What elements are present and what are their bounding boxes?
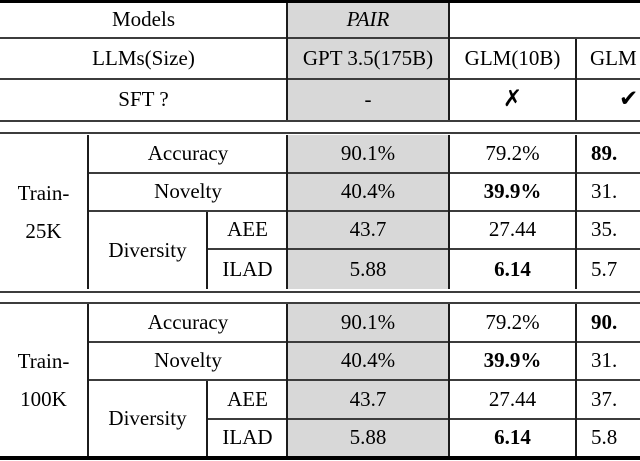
sft-header-label: SFT ? xyxy=(118,87,169,112)
value-pair-novelty: 40.4% xyxy=(340,348,396,373)
models-header-label: Models xyxy=(112,7,175,32)
vsep-s1-gray-left xyxy=(286,135,288,289)
rule-double2-a xyxy=(0,291,640,293)
value-glm10b-aee: 27.44 xyxy=(488,217,537,242)
cell-bg-s1r0 xyxy=(288,135,448,172)
model-name-pair: PAIR xyxy=(346,7,390,32)
value-pair-aee: 43.7 xyxy=(349,217,387,242)
value-glmcut-aee: 35. xyxy=(591,217,618,242)
rule-s2-aee-ilad xyxy=(206,418,640,420)
rule-s1-aee-ilad xyxy=(206,248,640,250)
vsep-s1-group xyxy=(87,135,89,289)
group-label-train25k: Train- 25K xyxy=(0,135,87,289)
rule-double1-b xyxy=(0,132,640,134)
rule-s2-nov-div xyxy=(88,379,640,381)
submetric-aee: AEE xyxy=(227,386,268,411)
value-glm10b-aee: 27.44 xyxy=(488,386,537,411)
check-icon: ✔ xyxy=(619,86,639,113)
llm-glm-cut: GLM xyxy=(590,45,637,70)
llms-header-label: LLMs(Size) xyxy=(92,45,195,70)
group-line2: 100K xyxy=(20,387,67,411)
value-glm10b-ilad: 6.14 xyxy=(494,256,531,281)
value-glmcut-accuracy: 89. xyxy=(591,140,618,165)
vsep-header-gray-right xyxy=(448,3,450,120)
value-glm10b-ilad: 6.14 xyxy=(494,425,531,450)
value-glmcut-ilad: 5.7 xyxy=(591,256,618,281)
value-pair-ilad: 5.88 xyxy=(349,256,387,281)
rule-s2-acc-nov xyxy=(88,341,640,343)
value-glmcut-novelty: 31. xyxy=(591,179,618,204)
metric-diversity: Diversity xyxy=(108,405,187,430)
rule-double2-b xyxy=(0,302,640,304)
metric-novelty: Novelty xyxy=(154,179,222,204)
value-pair-accuracy: 90.1% xyxy=(340,309,396,334)
submetric-aee: AEE xyxy=(227,217,268,242)
cell-bg-s2r3 xyxy=(288,420,448,456)
value-glmcut-ilad: 5.8 xyxy=(591,425,618,450)
llm-gpt35: GPT 3.5(175B) xyxy=(302,45,434,70)
vsep-header-gray-left xyxy=(286,3,288,120)
cell-bg-s1r1 xyxy=(288,174,448,210)
rule-double1-a xyxy=(0,120,640,122)
metric-diversity: Diversity xyxy=(108,237,187,262)
vsep-s1-diversity xyxy=(206,212,208,289)
value-glm10b-accuracy: 79.2% xyxy=(485,140,540,165)
rule-bottom xyxy=(0,456,640,460)
value-glm10b-novelty: 39.9% xyxy=(483,179,542,204)
sft-dash: - xyxy=(364,87,372,112)
vsep-s2-gray-left xyxy=(286,304,288,456)
vsep-s2-group xyxy=(87,304,89,456)
cell-bg-s1r3 xyxy=(288,250,448,289)
cell-bg-llms xyxy=(288,39,448,78)
group-label-train100k: Train- 100K xyxy=(0,304,87,456)
value-glmcut-novelty: 31. xyxy=(591,348,618,373)
vsep-s1-glm xyxy=(575,135,577,289)
metric-novelty: Novelty xyxy=(154,348,222,373)
vsep-s2-gray-right xyxy=(448,304,450,456)
metric-accuracy: Accuracy xyxy=(147,309,229,334)
cell-bg-s2r2 xyxy=(288,381,448,418)
value-glm10b-novelty: 39.9% xyxy=(483,348,542,373)
value-glmcut-aee: 37. xyxy=(591,386,618,411)
submetric-ilad: ILAD xyxy=(222,256,273,281)
vsep-s1-gray-right xyxy=(448,135,450,289)
vsep-s2-glm xyxy=(575,304,577,456)
cross-icon: ✗ xyxy=(502,86,523,113)
cell-bg-s1r2 xyxy=(288,212,448,248)
submetric-ilad: ILAD xyxy=(222,425,273,450)
value-glm10b-accuracy: 79.2% xyxy=(485,309,540,334)
group-line1: Train- xyxy=(17,349,70,373)
rule-s1-acc-nov xyxy=(88,172,640,174)
rule-top xyxy=(0,0,640,3)
cell-bg-sft xyxy=(288,80,448,120)
llm-glm10b: GLM(10B) xyxy=(464,45,561,70)
cell-bg-s2r1 xyxy=(288,343,448,379)
value-glmcut-accuracy: 90. xyxy=(591,309,618,334)
rule-s1-nov-div xyxy=(88,210,640,212)
value-pair-ilad: 5.88 xyxy=(349,425,387,450)
value-pair-novelty: 40.4% xyxy=(340,179,396,204)
value-pair-aee: 43.7 xyxy=(349,386,387,411)
metric-accuracy: Accuracy xyxy=(147,140,229,165)
group-line1: Train- xyxy=(17,181,70,205)
vsep-s2-diversity xyxy=(206,381,208,456)
rule-models-llms xyxy=(0,37,640,39)
value-pair-accuracy: 90.1% xyxy=(340,140,396,165)
cell-bg-models xyxy=(288,3,448,37)
vsep-header-glm xyxy=(575,39,577,120)
cell-bg-s2r0 xyxy=(288,304,448,341)
rule-llms-sft xyxy=(0,78,640,80)
group-line2: 25K xyxy=(25,219,62,243)
